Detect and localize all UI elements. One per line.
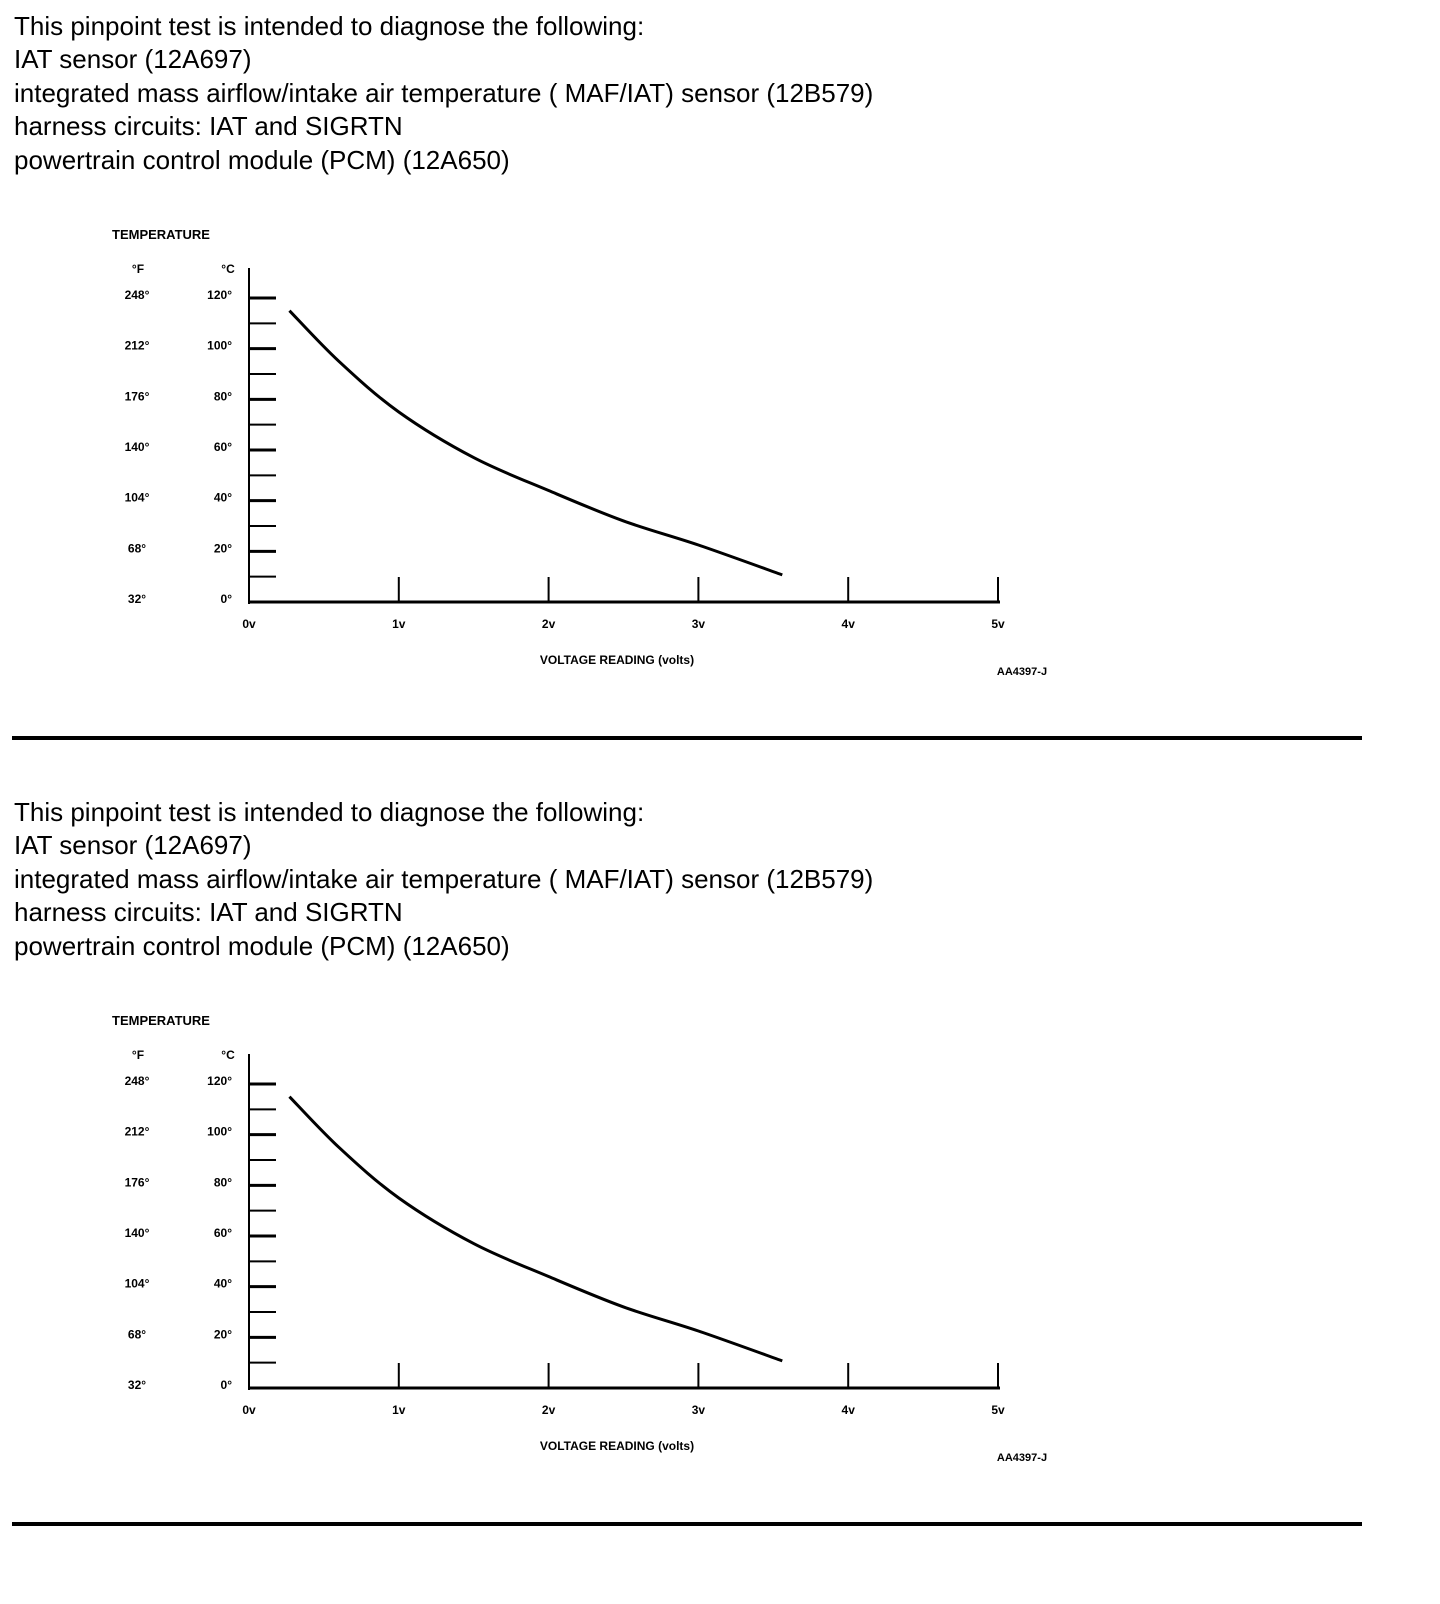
y-tick-label-fahrenheit: 212°: [125, 1125, 150, 1139]
x-tick-label: 5v: [991, 617, 1005, 631]
y-tick-label-fahrenheit: 32°: [128, 592, 146, 606]
diagnosis-text: This pinpoint test is intended to diagno…: [14, 796, 873, 963]
pinpoint-section-2: This pinpoint test is intended to diagno…: [0, 786, 1440, 1572]
y-unit-fahrenheit: °F: [132, 262, 144, 276]
x-axis-label: VOLTAGE READING (volts): [540, 1439, 694, 1453]
y-tick-label-celsius: 80°: [214, 389, 232, 403]
x-tick-label: 0v: [242, 617, 256, 631]
y-unit-celsius: °C: [221, 1048, 235, 1062]
x-axis-label: VOLTAGE READING (volts): [540, 653, 694, 667]
intro-line: This pinpoint test is intended to diagno…: [14, 797, 645, 827]
y-unit-celsius: °C: [221, 262, 235, 276]
y-tick-label-fahrenheit: 68°: [128, 1327, 146, 1341]
item-maf-iat-sensor: integrated mass airflow/intake air tempe…: [14, 863, 874, 894]
x-tick-label: 0v: [242, 1403, 256, 1417]
y-tick-label-celsius: 100°: [207, 339, 232, 353]
y-tick-label-fahrenheit: 248°: [125, 288, 150, 302]
y-tick-label-celsius: 120°: [207, 288, 232, 302]
y-tick-label-fahrenheit: 212°: [125, 339, 150, 353]
y-tick-label-celsius: 60°: [214, 440, 232, 454]
y-tick-label-fahrenheit: 140°: [125, 1226, 150, 1240]
x-tick-label: 4v: [842, 617, 856, 631]
diagnosis-text: This pinpoint test is intended to diagno…: [14, 10, 873, 177]
y-tick-label-fahrenheit: 248°: [125, 1074, 150, 1088]
x-tick-label: 4v: [842, 1403, 856, 1417]
item-harness-circuits: harness circuits: IAT and SIGRTN: [14, 897, 403, 928]
y-tick-label-celsius: 0°: [221, 1378, 233, 1392]
y-tick-label-fahrenheit: 32°: [128, 1378, 146, 1392]
x-tick-label: 3v: [692, 617, 706, 631]
pinpoint-section-1: This pinpoint test is intended to diagno…: [0, 0, 1440, 786]
y-tick-label-celsius: 100°: [207, 1125, 232, 1139]
y-tick-label-fahrenheit: 140°: [125, 440, 150, 454]
section-divider: [12, 736, 1362, 740]
y-tick-label-celsius: 40°: [214, 1277, 232, 1291]
x-tick-label: 5v: [991, 1403, 1005, 1417]
chart-title: TEMPERATURE: [112, 1013, 210, 1028]
item-harness-circuits: harness circuits: IAT and SIGRTN: [14, 111, 403, 142]
item-iat-sensor: IAT sensor (12A697): [14, 44, 252, 75]
x-tick-label: 2v: [542, 1403, 556, 1417]
item-pcm: powertrain control module (PCM) (12A650): [14, 930, 510, 961]
section-divider: [12, 1522, 1362, 1526]
y-unit-fahrenheit: °F: [132, 1048, 144, 1062]
y-tick-label-fahrenheit: 104°: [125, 491, 150, 505]
y-tick-label-fahrenheit: 176°: [125, 389, 150, 403]
y-tick-label-celsius: 120°: [207, 1074, 232, 1088]
item-maf-iat-sensor: integrated mass airflow/intake air tempe…: [14, 77, 874, 108]
x-tick-label: 1v: [392, 617, 406, 631]
x-tick-label: 2v: [542, 617, 556, 631]
y-tick-label-fahrenheit: 68°: [128, 541, 146, 555]
item-pcm: powertrain control module (PCM) (12A650): [14, 144, 510, 175]
y-tick-label-celsius: 20°: [214, 1327, 232, 1341]
temperature-voltage-chart: TEMPERATURE °F °C 0° 32° 20° 68° 40° 104° 60° 140°…: [112, 1013, 1047, 1464]
intro-line: This pinpoint test is intended to diagno…: [14, 11, 645, 41]
y-tick-label-celsius: 20°: [214, 541, 232, 555]
figure-id: AA4397-J: [997, 666, 1047, 678]
y-tick-label-fahrenheit: 176°: [125, 1175, 150, 1189]
y-tick-label-celsius: 0°: [221, 592, 233, 606]
figure-id: AA4397-J: [997, 1452, 1047, 1464]
temperature-curve: [288, 1095, 783, 1363]
y-tick-label-celsius: 40°: [214, 491, 232, 505]
y-tick-label-celsius: 60°: [214, 1226, 232, 1240]
temperature-voltage-chart: TEMPERATURE °F °C 0° 32° 20° 68° 40° 104° 60° 140°…: [112, 227, 1047, 678]
y-tick-label-fahrenheit: 104°: [125, 1277, 150, 1291]
x-tick-label: 1v: [392, 1403, 406, 1417]
item-iat-sensor: IAT sensor (12A697): [14, 830, 252, 861]
chart-title: TEMPERATURE: [112, 227, 210, 242]
temperature-curve: [288, 309, 783, 577]
x-tick-label: 3v: [692, 1403, 706, 1417]
y-tick-label-celsius: 80°: [214, 1175, 232, 1189]
